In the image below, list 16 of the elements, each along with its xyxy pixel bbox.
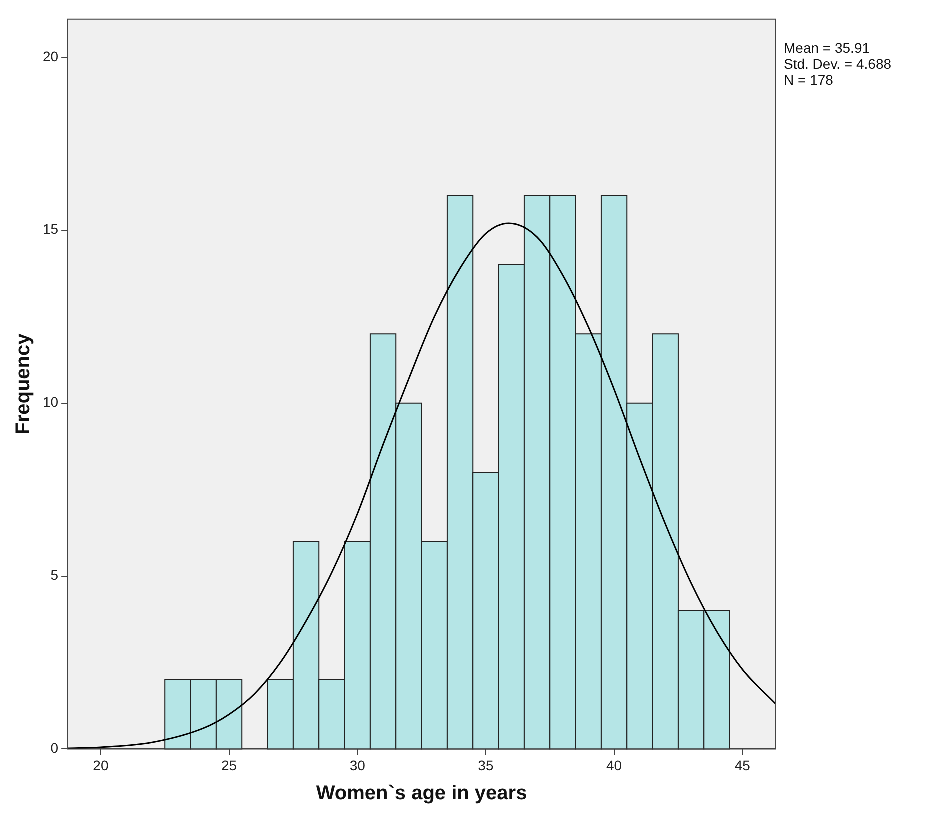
y-tick-label: 15 — [42, 221, 59, 238]
x-tick-label: 20 — [93, 757, 109, 774]
text: Std. Dev. = 4.688 — [784, 56, 892, 72]
x-axis-title: Women`s age in years — [316, 782, 528, 805]
y-tick-label: 0 — [50, 740, 59, 756]
x-tick-label: 25 — [221, 757, 238, 774]
text: Mean = 35.91 — [784, 40, 872, 56]
y-tick-label: 5 — [50, 567, 59, 584]
y-axis-title: Frequency — [12, 332, 35, 435]
x-tick-label: 40 — [606, 757, 622, 774]
y-tick-label: 10 — [42, 394, 59, 410]
x-tick-label: 35 — [478, 757, 494, 774]
text: N = 178 — [784, 72, 834, 88]
x-tick-label: 45 — [734, 757, 751, 774]
y-tick-label: 20 — [42, 48, 59, 64]
x-tick-label: 30 — [350, 757, 366, 774]
